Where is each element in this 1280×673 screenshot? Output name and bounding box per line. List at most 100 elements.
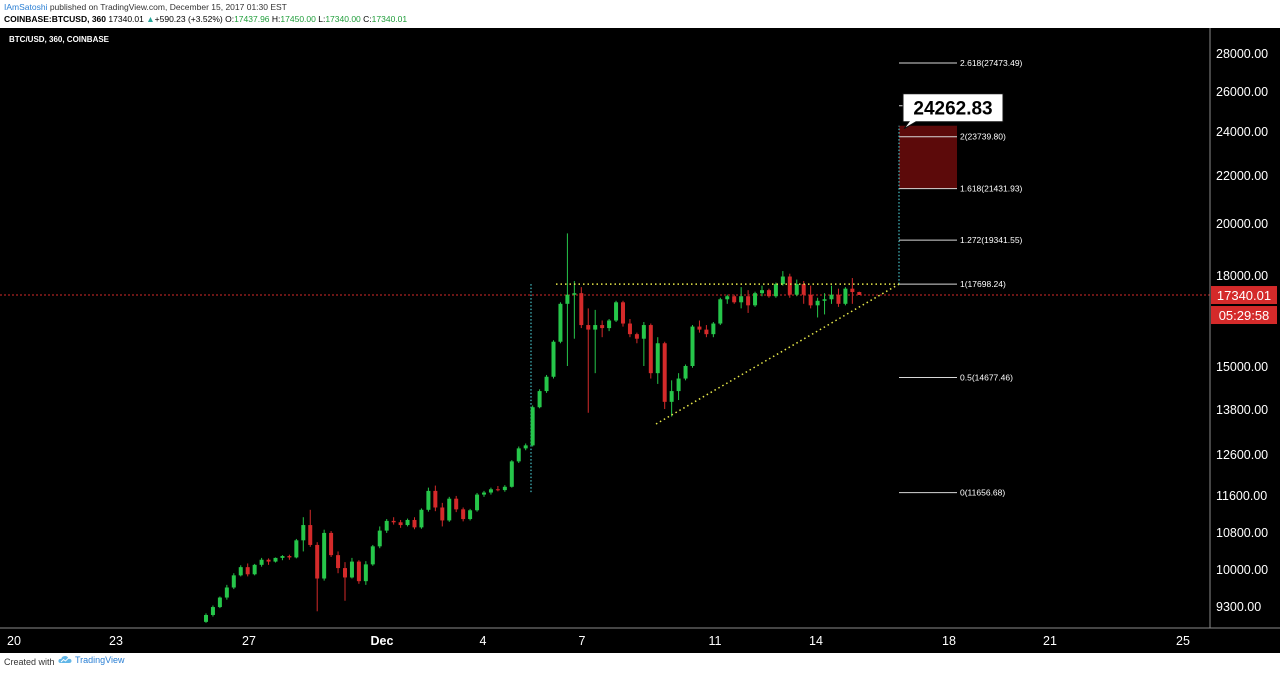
y-tick-label: 20000.00 xyxy=(1216,217,1268,231)
publication-text: published on TradingView.com, December 1… xyxy=(47,2,287,12)
fib-level-label: 0(11656.68) xyxy=(960,488,1005,498)
y-tick-label: 26000.00 xyxy=(1216,85,1268,99)
y-tick-label: 22000.00 xyxy=(1216,169,1268,183)
candle-body xyxy=(475,494,480,511)
x-tick-label: 27 xyxy=(242,634,256,648)
candle-body xyxy=(523,445,528,449)
x-tick-label: 14 xyxy=(809,634,823,648)
footer: Created with TradingView xyxy=(0,653,1280,673)
candle-body xyxy=(614,302,619,321)
y-tick-label: 28000.00 xyxy=(1216,47,1268,61)
triangle-support-line xyxy=(655,283,900,425)
candle-body xyxy=(280,556,285,558)
ohlc-info: COINBASE:BTCUSD, 360 17340.01 ▲+590.23 (… xyxy=(4,14,407,24)
candle-body xyxy=(363,564,368,582)
candle-body xyxy=(509,461,514,487)
candle-body xyxy=(356,561,361,582)
y-tick-label: 15000.00 xyxy=(1216,360,1268,374)
candle-body xyxy=(732,296,737,303)
candle-body xyxy=(579,293,584,326)
candle-body xyxy=(516,448,521,462)
candle-body xyxy=(662,343,667,402)
candle-body xyxy=(544,376,549,392)
projection-layer: 2.618(27473.49)3.11)2(23739.80)1.618(214… xyxy=(0,58,1210,498)
fib-level-label: 1.618(21431.93) xyxy=(960,184,1023,194)
candle-body xyxy=(461,509,466,520)
y-tick-label: 18000.00 xyxy=(1216,269,1268,283)
candle-body xyxy=(537,391,542,408)
close-label: C: xyxy=(363,14,372,24)
candle-body xyxy=(607,320,612,329)
candle-body xyxy=(315,544,320,579)
open-value: 17437.96 xyxy=(234,14,270,24)
overlay-layer: 24262.83 17340.01 05:29:58 xyxy=(556,93,1277,425)
x-tick-label: 4 xyxy=(480,634,487,648)
current-price-badge xyxy=(1211,286,1277,305)
candle-body xyxy=(558,303,563,342)
fib-level-label: 2(23739.80) xyxy=(960,132,1006,142)
tradingview-brand-label: TradingView xyxy=(75,655,125,665)
candle-body xyxy=(301,525,306,541)
high-label: H: xyxy=(271,14,281,24)
candle-body xyxy=(760,290,764,294)
fib-level-label: 2.618(27473.49) xyxy=(960,58,1023,68)
candle-body xyxy=(725,296,730,300)
candle-body xyxy=(336,555,341,569)
countdown-badge xyxy=(1211,306,1277,325)
target-price-label: 24262.83 xyxy=(913,99,992,120)
x-tick-label: 11 xyxy=(709,634,722,648)
candle-body xyxy=(495,489,500,491)
candle-body xyxy=(794,284,799,295)
y-tick-label: 24000.00 xyxy=(1216,125,1268,139)
y-tick-label: 11600.00 xyxy=(1216,489,1267,503)
x-tick-label: 23 xyxy=(109,634,123,648)
low-value: 17340.00 xyxy=(325,14,361,24)
candle-body xyxy=(850,288,855,293)
candle-body xyxy=(391,520,396,523)
publication-header: IAmSatoshi published on TradingView.com,… xyxy=(0,0,1280,28)
candle-body xyxy=(648,325,653,374)
candle-body xyxy=(482,492,486,495)
candle-body xyxy=(669,391,674,402)
candle-body xyxy=(454,498,459,510)
candle-body xyxy=(259,559,264,565)
candle-body xyxy=(857,292,862,296)
candle-body xyxy=(266,559,271,562)
candle-body xyxy=(294,540,299,558)
candle-body xyxy=(600,325,605,329)
symbol-label: COINBASE:BTCUSD, 360 xyxy=(4,14,107,24)
candle-body xyxy=(551,341,556,377)
candle-body xyxy=(773,284,778,297)
candle-body xyxy=(676,378,681,392)
countdown-value: 05:29:58 xyxy=(1219,308,1270,323)
candle-body xyxy=(231,575,236,588)
fib-level-label: 0.5(14677.46) xyxy=(960,373,1013,383)
pair-label: BTC/USD, 360, COINBASE xyxy=(9,35,110,44)
candle-body xyxy=(488,489,493,493)
candle-body xyxy=(780,276,785,285)
author-link[interactable]: IAmSatoshi xyxy=(4,2,48,12)
target-zone xyxy=(899,125,957,189)
candle-body xyxy=(572,293,577,295)
tradingview-cloud-icon xyxy=(58,656,72,663)
tradingview-brand[interactable]: TradingView xyxy=(58,655,125,665)
y-tick-label: 13800.00 xyxy=(1216,403,1268,417)
candle-body xyxy=(440,507,445,521)
x-tick-label: 7 xyxy=(579,634,586,648)
candle-body xyxy=(704,329,709,335)
candle-body xyxy=(530,407,535,446)
candle-body xyxy=(829,294,834,300)
candle-body xyxy=(308,525,313,545)
candlestick-chart[interactable]: BTC/USD, 360, COINBASE 2.618(27473.49)3.… xyxy=(0,28,1280,653)
y-tick-label: 12600.00 xyxy=(1216,448,1268,462)
chart-area[interactable]: BTC/USD, 360, COINBASE 2.618(27473.49)3.… xyxy=(0,28,1280,653)
candle-body xyxy=(718,299,723,324)
candle-body xyxy=(384,520,389,531)
last-price: 17340.01 xyxy=(108,14,144,24)
low-label: L: xyxy=(318,14,326,24)
change-value: +590.23 (+3.52%) xyxy=(154,14,223,24)
candle-body xyxy=(808,294,813,306)
open-label: O: xyxy=(225,14,235,24)
candle-body xyxy=(217,597,222,608)
publication-info: IAmSatoshi published on TradingView.com,… xyxy=(4,2,287,12)
